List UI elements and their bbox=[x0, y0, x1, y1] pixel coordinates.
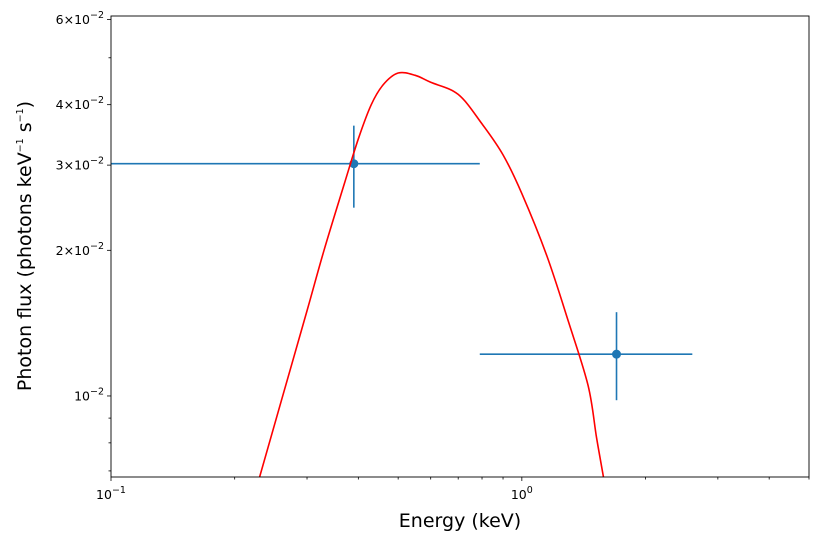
model-curve bbox=[258, 71, 605, 477]
x-axis: 10−1 100 bbox=[96, 477, 810, 502]
y-tick-label: 10−2 bbox=[74, 386, 104, 403]
y-axis-title: Photon flux (photons keV−1 s−1) bbox=[14, 101, 36, 391]
data-point bbox=[612, 349, 622, 359]
plot-frame bbox=[110, 15, 810, 478]
x-axis-title: Energy (keV) bbox=[399, 510, 521, 532]
y-tick-label: 6×10−2 bbox=[56, 10, 104, 27]
x-tick-label: 100 bbox=[511, 485, 533, 502]
x-tick-label: 10−1 bbox=[96, 485, 126, 502]
plot-area bbox=[111, 71, 693, 477]
y-tick-label: 2×10−2 bbox=[56, 241, 104, 258]
y-tick-label: 4×10−2 bbox=[56, 95, 104, 112]
y-tick-label: 3×10−2 bbox=[56, 156, 104, 173]
y-axis: 10−2 2×10−2 3×10−2 4×10−2 6×10−2 bbox=[56, 10, 111, 472]
